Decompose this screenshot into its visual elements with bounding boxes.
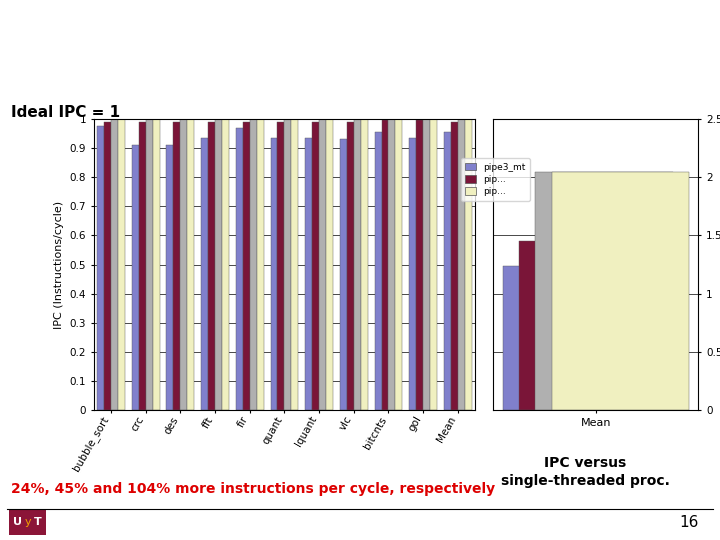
Bar (340, 139, 347, 410)
Bar (187, 119, 194, 410)
Bar (174, 122, 180, 410)
Bar (423, 119, 430, 410)
Bar (465, 119, 472, 410)
Text: IPC results for 3, 5 and 7 stages: IPC results for 3, 5 and 7 stages (9, 28, 511, 56)
Bar (374, 132, 382, 410)
Bar (111, 119, 118, 410)
Text: 24%, 45% and 104% more instructions per cycle, respectively: 24%, 45% and 104% more instructions per … (11, 482, 495, 496)
Bar (243, 122, 250, 410)
Bar (326, 119, 333, 410)
Text: U: U (13, 517, 22, 528)
Y-axis label: IPC (Instructions/cycle): IPC (Instructions/cycle) (54, 200, 64, 329)
Text: Ideal IPC = 1: Ideal IPC = 1 (11, 105, 120, 120)
Bar (451, 122, 458, 410)
Bar (361, 119, 368, 410)
Bar (347, 122, 354, 410)
Bar (256, 119, 264, 410)
Bar (284, 119, 292, 410)
Legend: pipe3_mt, pip..., pip...: pipe3_mt, pip..., pip... (461, 158, 530, 201)
Bar (145, 119, 153, 410)
Bar (271, 138, 277, 410)
Text: single-threaded proc.: single-threaded proc. (501, 474, 670, 488)
Bar (208, 122, 215, 410)
Bar (292, 119, 298, 410)
Bar (250, 119, 256, 410)
Bar (395, 119, 402, 410)
Bar (536, 172, 672, 410)
Bar (104, 122, 111, 410)
Bar (312, 122, 319, 410)
Bar (382, 120, 389, 410)
Bar (416, 120, 423, 410)
Bar (222, 119, 229, 410)
Bar (277, 122, 284, 410)
Bar (153, 119, 160, 410)
Bar (97, 126, 104, 410)
Bar (139, 122, 145, 410)
Bar (201, 138, 208, 410)
Bar (444, 132, 451, 410)
Bar (319, 119, 326, 410)
Bar (132, 145, 139, 410)
Bar (166, 145, 174, 410)
Bar (389, 119, 395, 410)
Bar (409, 138, 416, 410)
Text: T: T (34, 517, 42, 528)
Bar (503, 266, 639, 410)
Text: 16: 16 (679, 515, 698, 530)
Bar (215, 119, 222, 410)
Bar (552, 172, 689, 410)
Bar (430, 119, 437, 410)
Text: IPC versus: IPC versus (544, 456, 626, 470)
Bar (519, 241, 656, 410)
Bar (305, 138, 312, 410)
Bar (9, 510, 46, 535)
Bar (180, 119, 187, 410)
Bar (236, 128, 243, 410)
Bar (458, 119, 465, 410)
Text: y: y (24, 517, 31, 528)
Bar (354, 119, 361, 410)
Bar (118, 119, 125, 410)
